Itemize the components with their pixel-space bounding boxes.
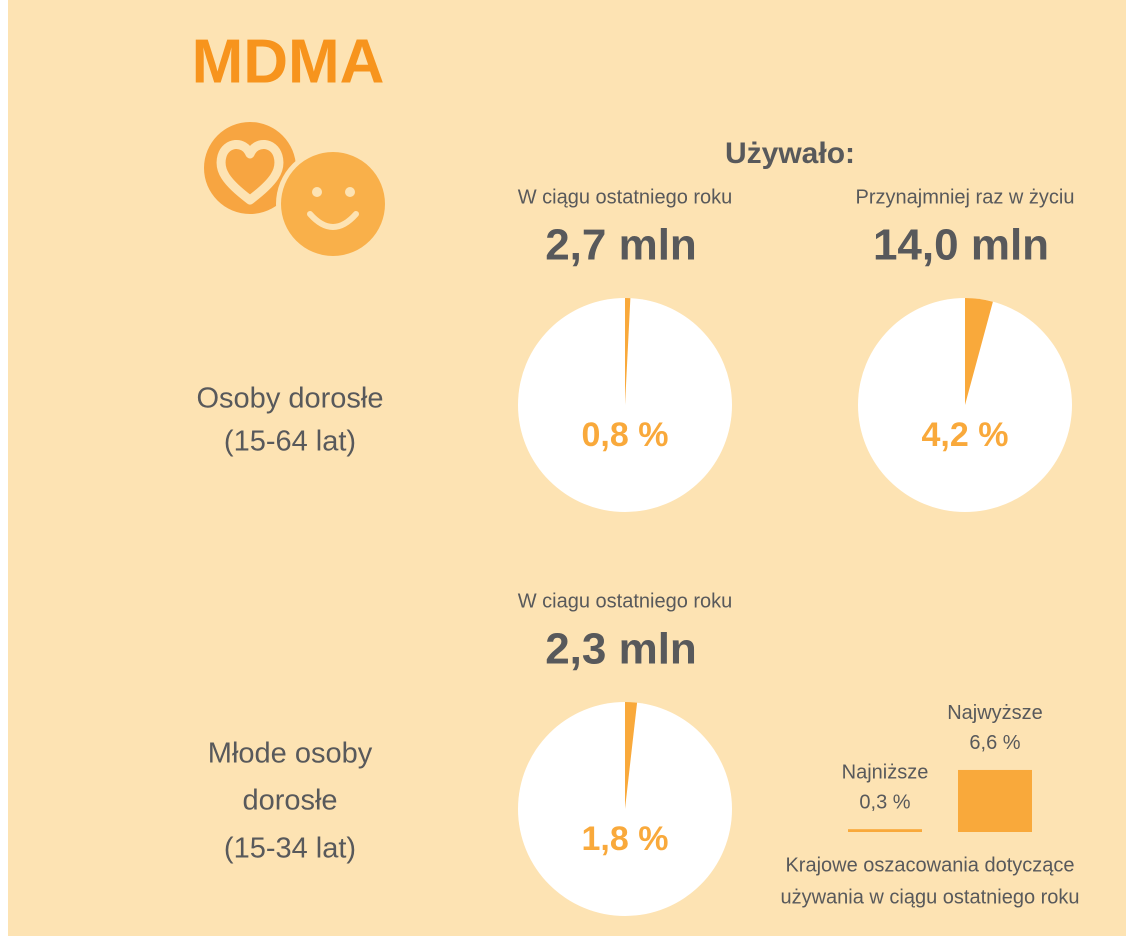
pie-slice bbox=[625, 702, 638, 809]
pie-total: 2,7 mln bbox=[545, 221, 697, 270]
bar-category: Najwyższe bbox=[947, 702, 1043, 724]
group-label: Młode osoby bbox=[208, 738, 373, 770]
pie-subtitle: W ciagu ostatniego roku bbox=[518, 590, 733, 612]
pie-value-label: 1,8 % bbox=[582, 820, 669, 858]
bar-caption: używania w ciągu ostatniego roku bbox=[780, 886, 1079, 908]
bar-caption: Krajowe oszacowania dotyczące bbox=[785, 854, 1074, 876]
heading: Używało: bbox=[725, 137, 855, 170]
pie-slice bbox=[625, 298, 631, 405]
pie-value-label: 4,2 % bbox=[922, 416, 1009, 454]
group-label: Osoby dorosłe bbox=[197, 383, 384, 415]
pie-subtitle: Przynajmniej raz w życiu bbox=[856, 186, 1075, 208]
bar-value-label: 0,3 % bbox=[859, 791, 910, 813]
title: MDMA bbox=[192, 27, 385, 96]
pie-subtitle: W ciągu ostatniego roku bbox=[518, 186, 733, 208]
group-label: (15-64 lat) bbox=[224, 426, 356, 458]
bar bbox=[848, 829, 922, 832]
group-label: dorosłe bbox=[242, 785, 337, 817]
pie-slice bbox=[965, 298, 993, 405]
bar bbox=[958, 769, 1032, 832]
bar-value-label: 6,6 % bbox=[969, 732, 1020, 754]
group-label: (15-34 lat) bbox=[224, 833, 356, 865]
pie-total: 14,0 mln bbox=[873, 221, 1049, 270]
bar-category: Najniższe bbox=[842, 761, 929, 783]
icon bbox=[204, 122, 390, 261]
pie-total: 2,3 mln bbox=[545, 625, 697, 674]
pie-value-label: 0,8 % bbox=[582, 416, 669, 454]
